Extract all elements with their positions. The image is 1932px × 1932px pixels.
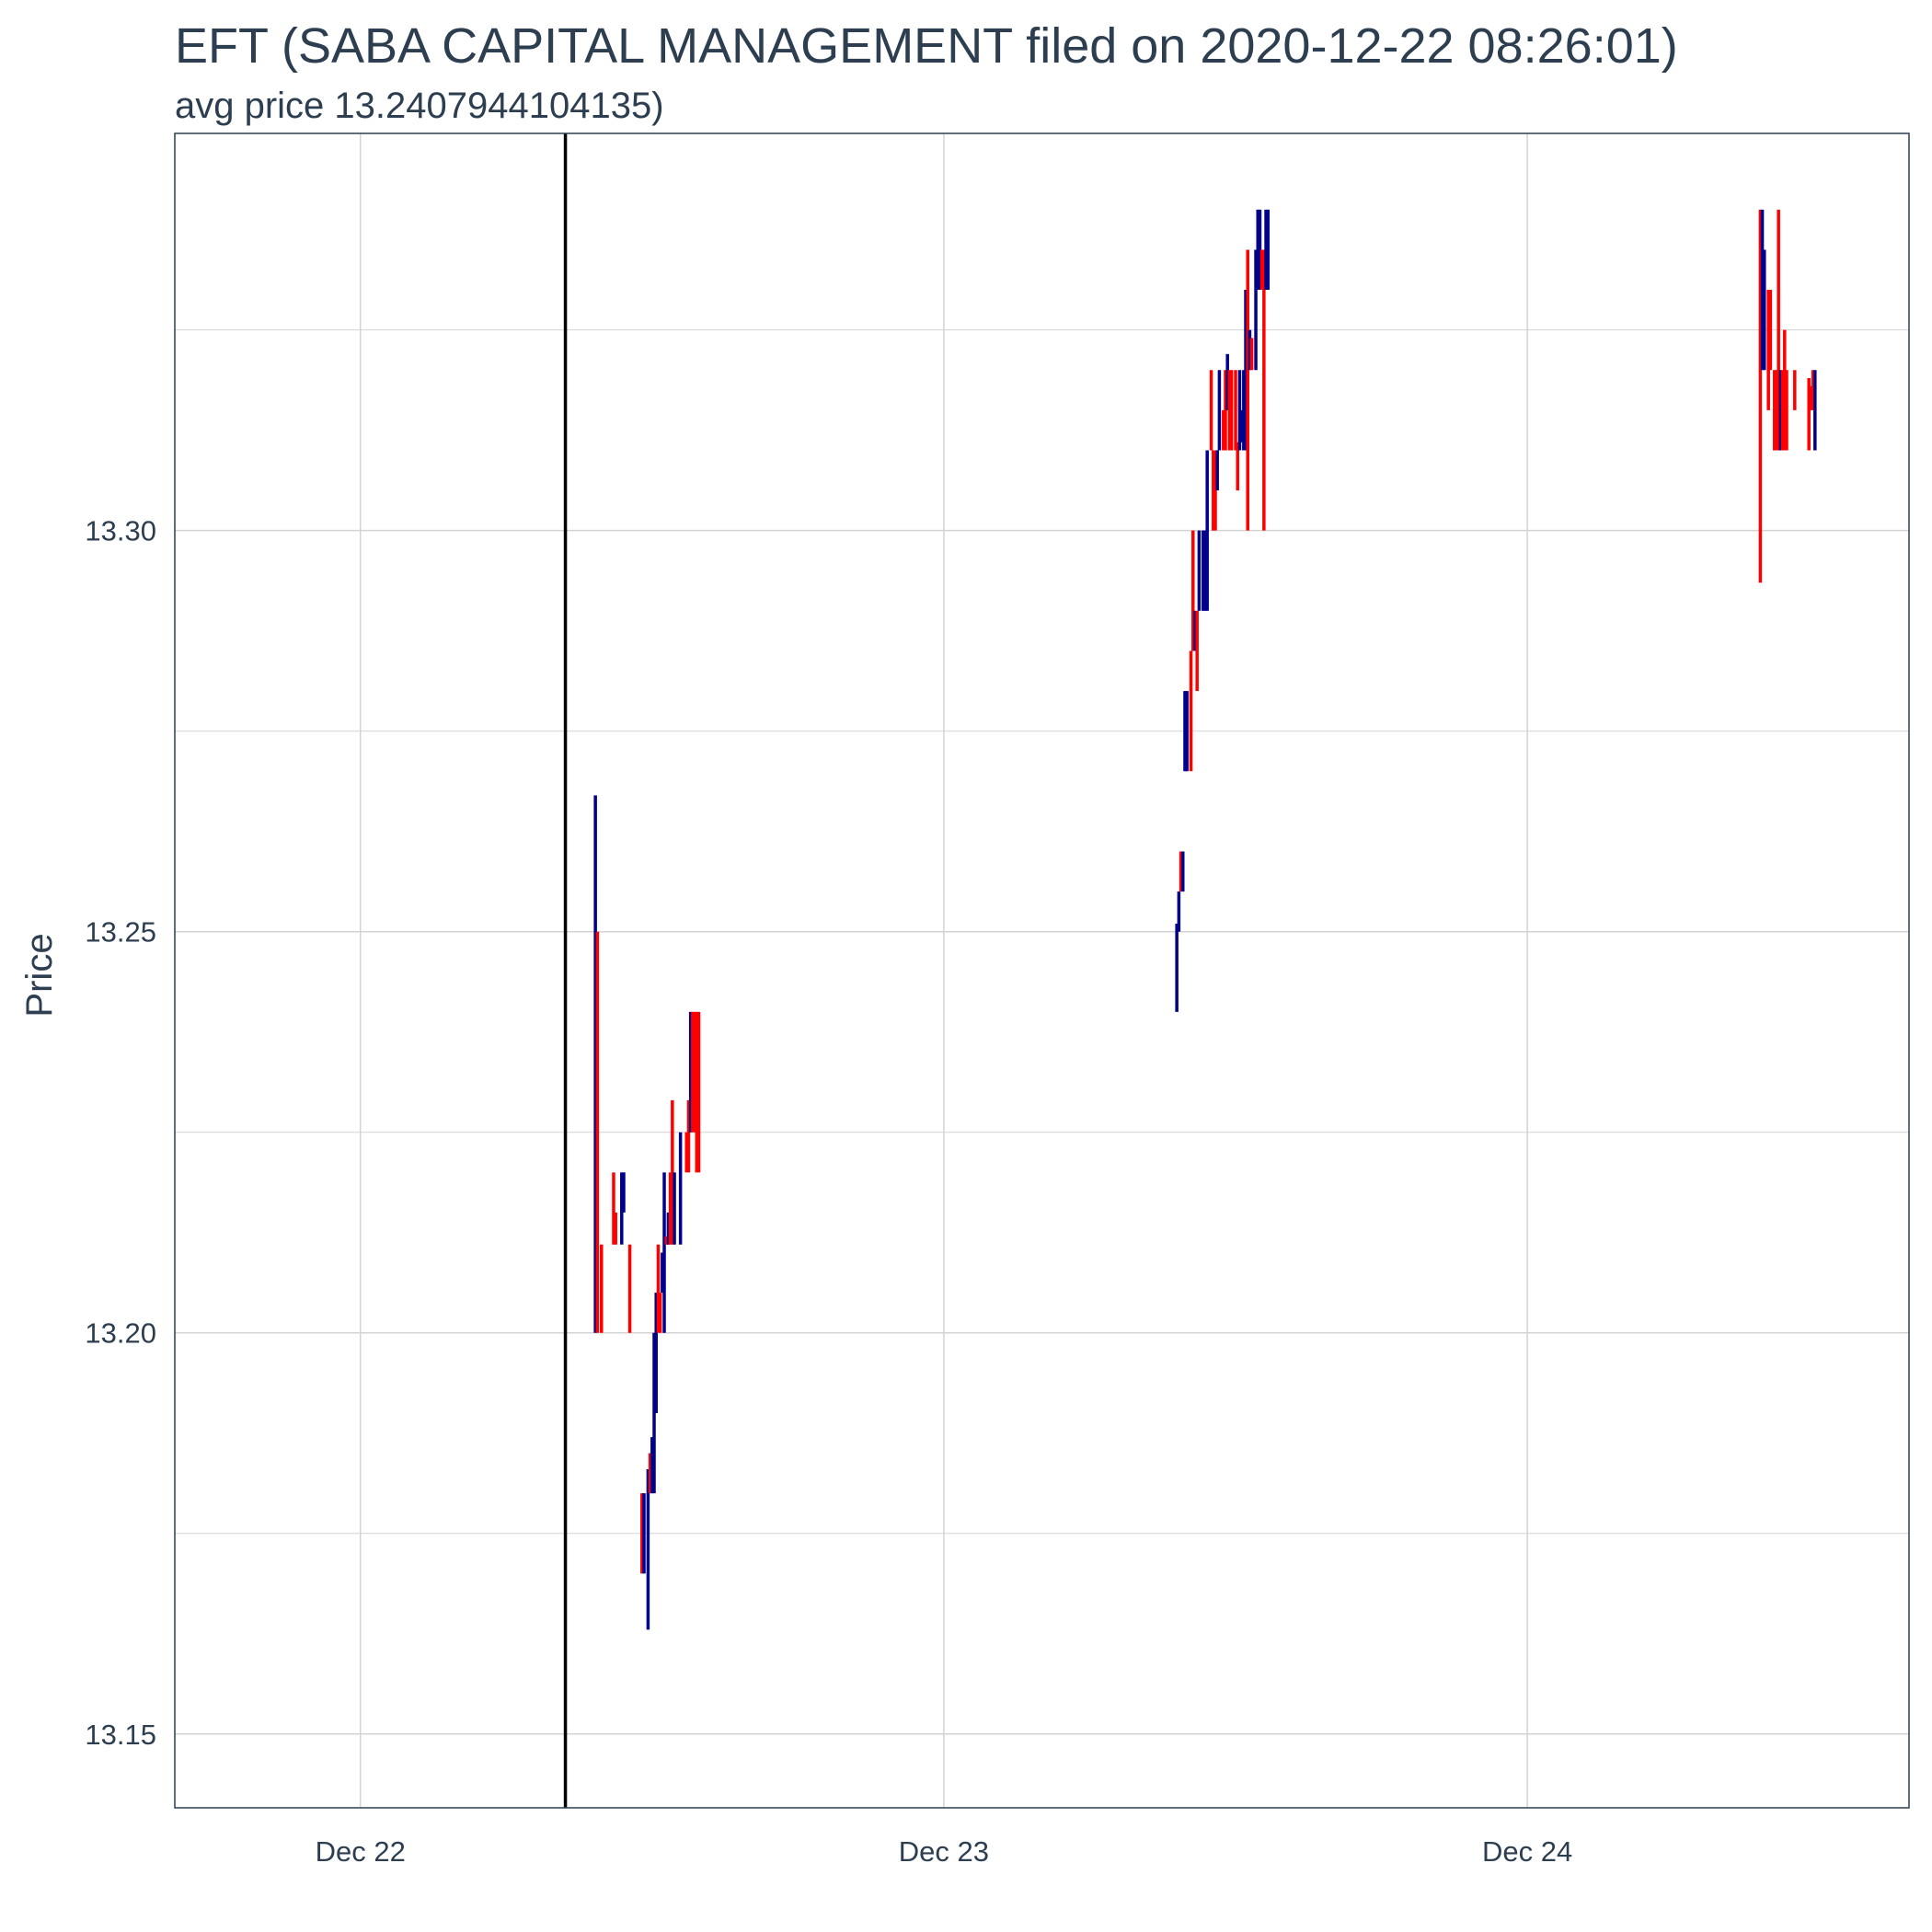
plot-panel-border bbox=[174, 132, 1910, 1809]
y-tick-label: 13.25 bbox=[85, 916, 156, 949]
x-tick-label: Dec 24 bbox=[1482, 1835, 1572, 1868]
y-tick-label: 13.20 bbox=[85, 1317, 156, 1350]
grid-lines bbox=[175, 133, 1909, 1808]
x-axis-ticks: Dec 22 Dec 23 Dec 24 bbox=[316, 1835, 1573, 1868]
y-tick-label: 13.30 bbox=[85, 515, 156, 547]
y-axis-ticks: 13.15 13.20 13.25 13.30 bbox=[85, 515, 156, 1751]
chart-subtitle: avg price 13.2407944104135) bbox=[175, 86, 664, 126]
x-tick-label: Dec 23 bbox=[899, 1835, 989, 1868]
x-tick-label: Dec 22 bbox=[316, 1835, 406, 1868]
chart-title: EFT (SABA CAPITAL MANAGEMENT filed on 20… bbox=[175, 18, 1678, 74]
price-bars bbox=[593, 209, 1817, 1630]
y-axis-label: Price bbox=[19, 933, 60, 1017]
y-tick-label: 13.15 bbox=[85, 1719, 156, 1751]
